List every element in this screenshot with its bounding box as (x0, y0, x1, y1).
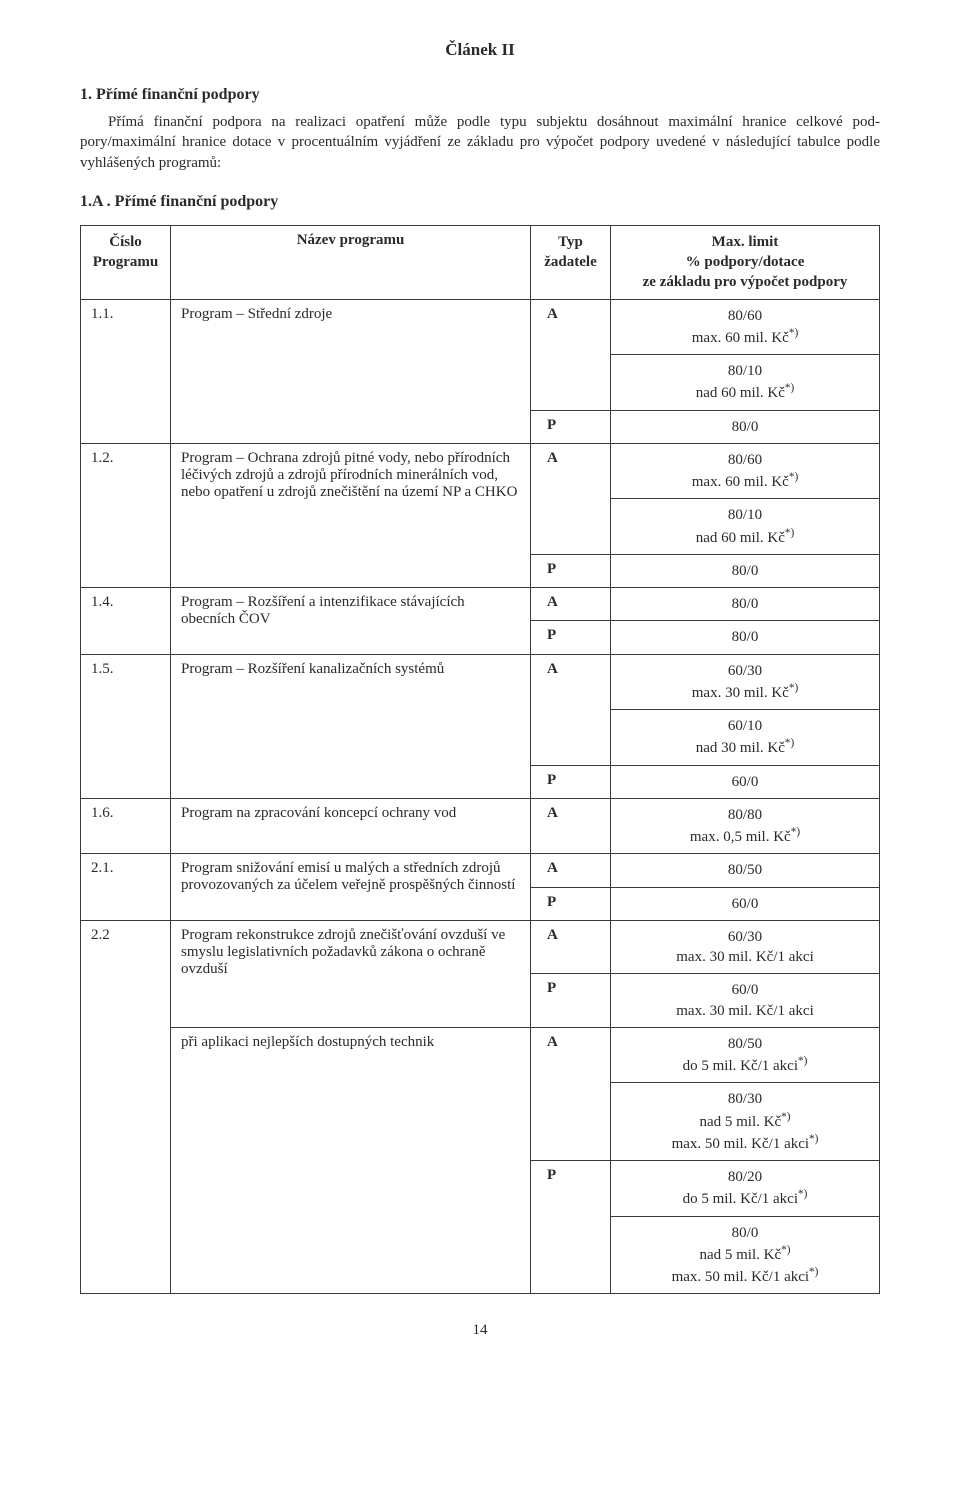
col-header-limit: Max. limit% podpory/dotaceze základu pro… (611, 225, 880, 299)
cell-limit: 80/0 (611, 554, 880, 587)
cell-limit: 80/50 (611, 854, 880, 887)
cell-limit: 60/10nad 30 mil. Kč*) (611, 710, 880, 766)
cell-limit: 80/60max. 60 mil. Kč*) (611, 443, 880, 499)
col-header-number: ČísloProgramu (81, 225, 171, 299)
cell-program-name: při aplikaci nejlepších dostupných techn… (171, 1027, 531, 1294)
table-row: 2.1.Program snižování emisí u malých a s… (81, 854, 880, 887)
cell-program-number: 1.2. (81, 443, 171, 587)
table-row: 1.2.Program – Ochrana zdrojů pitné vody,… (81, 443, 880, 499)
cell-applicant-type (531, 710, 611, 766)
cell-limit: 80/50do 5 mil. Kč/1 akci*) (611, 1027, 880, 1083)
cell-applicant-type: P (531, 410, 611, 443)
cell-program-name: Program rekonstrukce zdrojů znečišťování… (171, 920, 531, 1027)
cell-program-name: Program snižování emisí u malých a střed… (171, 854, 531, 921)
cell-limit: 80/80max. 0,5 mil. Kč*) (611, 798, 880, 854)
col-header-name: Název programu (171, 225, 531, 299)
article-heading: Článek II (80, 40, 880, 60)
cell-program-number: 1.6. (81, 798, 171, 854)
cell-applicant-type: P (531, 974, 611, 1028)
intro-paragraph: Přímá finanční podpora na realizaci opat… (80, 112, 880, 173)
cell-applicant-type (531, 1083, 611, 1161)
cell-applicant-type (531, 355, 611, 411)
section-title: 1. Přímé finanční podpory (80, 86, 880, 104)
table-body: 1.1.Program – Střední zdrojeA80/60max. 6… (81, 299, 880, 1294)
table-row: 2.2Program rekonstrukce zdrojů znečišťov… (81, 920, 880, 974)
cell-applicant-type: P (531, 887, 611, 920)
cell-program-number: 1.4. (81, 588, 171, 655)
cell-limit: 60/0 (611, 765, 880, 798)
cell-program-name: Program – Rozšíření kanalizačních systém… (171, 654, 531, 798)
table-row: 1.5.Program – Rozšíření kanalizačních sy… (81, 654, 880, 710)
cell-limit: 80/0 (611, 410, 880, 443)
cell-program-name: Program – Ochrana zdrojů pitné vody, neb… (171, 443, 531, 587)
table-header-row: ČísloProgramu Název programu Typžadatele… (81, 225, 880, 299)
cell-limit: 80/20do 5 mil. Kč/1 akci*) (611, 1161, 880, 1217)
cell-applicant-type: A (531, 654, 611, 710)
cell-applicant-type: A (531, 798, 611, 854)
cell-limit: 60/30max. 30 mil. Kč*) (611, 654, 880, 710)
cell-limit: 80/30nad 5 mil. Kč*)max. 50 mil. Kč/1 ak… (611, 1083, 880, 1161)
cell-limit: 60/0max. 30 mil. Kč/1 akci (611, 974, 880, 1028)
cell-applicant-type: A (531, 920, 611, 974)
col-header-type: Typžadatele (531, 225, 611, 299)
table-row: při aplikaci nejlepších dostupných techn… (81, 1027, 880, 1083)
document-page: Článek II 1. Přímé finanční podpory Přím… (40, 0, 920, 1369)
cell-applicant-type: A (531, 588, 611, 621)
cell-applicant-type: P (531, 1161, 611, 1217)
cell-applicant-type (531, 499, 611, 555)
cell-program-number: 2.2 (81, 920, 171, 1294)
cell-program-name: Program – Rozšíření a intenzifikace stáv… (171, 588, 531, 655)
cell-applicant-type: A (531, 443, 611, 499)
cell-program-number: 1.5. (81, 654, 171, 798)
table-row: 1.1.Program – Střední zdrojeA80/60max. 6… (81, 299, 880, 355)
cell-applicant-type: P (531, 765, 611, 798)
cell-limit: 60/30max. 30 mil. Kč/1 akci (611, 920, 880, 974)
cell-limit: 80/60max. 60 mil. Kč*) (611, 299, 880, 355)
cell-program-number: 2.1. (81, 854, 171, 921)
programs-table: ČísloProgramu Název programu Typžadatele… (80, 225, 880, 1295)
cell-applicant-type: A (531, 854, 611, 887)
cell-applicant-type: P (531, 621, 611, 654)
cell-limit: 80/10nad 60 mil. Kč*) (611, 499, 880, 555)
cell-limit: 80/0 (611, 621, 880, 654)
cell-applicant-type: A (531, 299, 611, 355)
cell-program-number: 1.1. (81, 299, 171, 443)
table-row: 1.6.Program na zpracování koncepcí ochra… (81, 798, 880, 854)
cell-limit: 80/0 (611, 588, 880, 621)
cell-applicant-type: A (531, 1027, 611, 1083)
subsection-title: 1.A . Přímé finanční podpory (80, 193, 880, 211)
cell-limit: 80/10nad 60 mil. Kč*) (611, 355, 880, 411)
cell-applicant-type (531, 1216, 611, 1294)
cell-program-name: Program na zpracování koncepcí ochrany v… (171, 798, 531, 854)
cell-program-name: Program – Střední zdroje (171, 299, 531, 443)
cell-limit: 60/0 (611, 887, 880, 920)
cell-limit: 80/0nad 5 mil. Kč*)max. 50 mil. Kč/1 akc… (611, 1216, 880, 1294)
page-number: 14 (80, 1322, 880, 1339)
cell-applicant-type: P (531, 554, 611, 587)
table-row: 1.4.Program – Rozšíření a intenzifikace … (81, 588, 880, 621)
